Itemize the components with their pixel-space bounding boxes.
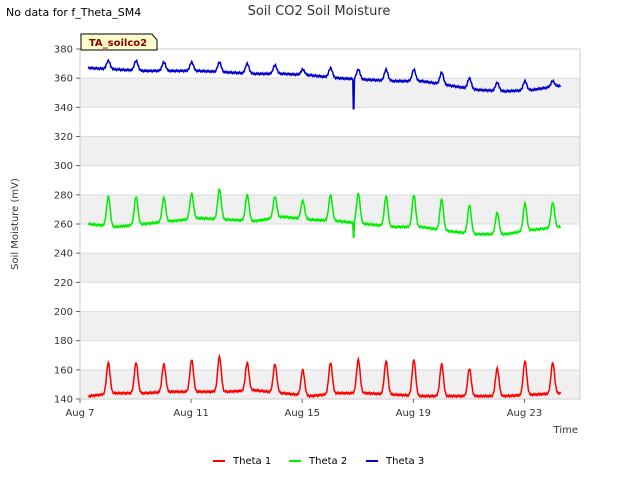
legend-label: Theta 1 xyxy=(232,456,271,467)
x-axis-ticks: Aug 7 Aug 11 Aug 15 Aug 19 Aug 23 xyxy=(65,399,542,419)
series-line-theta-1 xyxy=(87,353,562,399)
no-data-note: No data for f_Theta_SM4 xyxy=(6,6,142,19)
grid-bands xyxy=(80,48,580,400)
x-tick-label: Aug 11 xyxy=(173,408,208,419)
y-tick-label: 240 xyxy=(54,249,73,260)
series-line-theta-2 xyxy=(87,188,562,238)
site-badge-label: TA_soilco2 xyxy=(89,38,147,49)
x-tick-label: Aug 23 xyxy=(507,408,542,419)
y-tick-label: 300 xyxy=(54,161,73,172)
site-badge[interactable]: TA_soilco2 xyxy=(80,33,158,51)
grid-band xyxy=(80,224,580,254)
grid-band xyxy=(80,282,580,312)
y-tick-label: 140 xyxy=(54,395,73,406)
grid-band xyxy=(80,253,580,283)
x-tick-label: Aug 15 xyxy=(285,408,320,419)
legend-item[interactable]: Theta 3 xyxy=(366,456,424,467)
legend-label: Theta 3 xyxy=(385,456,424,467)
y-tick-label: 220 xyxy=(54,278,73,289)
legend-item[interactable]: Theta 2 xyxy=(289,456,347,467)
y-tick-label: 320 xyxy=(54,132,73,143)
site-badge-box xyxy=(80,33,158,51)
y-axis-label: Soil Moisture (mV) xyxy=(10,178,21,270)
legend-label: Theta 2 xyxy=(308,456,347,467)
chart-title: Soil CO2 Soil Moisture xyxy=(248,4,391,19)
grid-band xyxy=(80,369,580,399)
grid-band xyxy=(80,107,580,137)
legend: Theta 1 Theta 2 Theta 3 xyxy=(213,456,424,467)
grid-band xyxy=(80,49,580,79)
grid-band xyxy=(80,136,580,166)
y-tick-label: 340 xyxy=(54,103,73,114)
y-axis-ticks: 140 160 180 200 220 240 260 280 300 320 340 360 380 xyxy=(54,45,80,406)
y-tick-label: 360 xyxy=(54,74,73,85)
x-tick-label: Aug 19 xyxy=(396,408,431,419)
y-tick-label: 280 xyxy=(54,190,73,201)
series-line-theta-3 xyxy=(87,58,562,110)
grid-band xyxy=(80,165,580,195)
series-lines xyxy=(87,58,562,399)
grid-band xyxy=(80,311,580,341)
y-tick-label: 260 xyxy=(54,220,73,231)
y-tick-label: 180 xyxy=(54,336,73,347)
y-tick-label: 200 xyxy=(54,307,73,318)
y-tick-label: 160 xyxy=(54,365,73,376)
x-axis-label: Time xyxy=(553,425,578,436)
legend-item[interactable]: Theta 1 xyxy=(213,456,271,467)
y-tick-label: 380 xyxy=(54,45,73,56)
x-tick-label: Aug 7 xyxy=(65,408,94,419)
